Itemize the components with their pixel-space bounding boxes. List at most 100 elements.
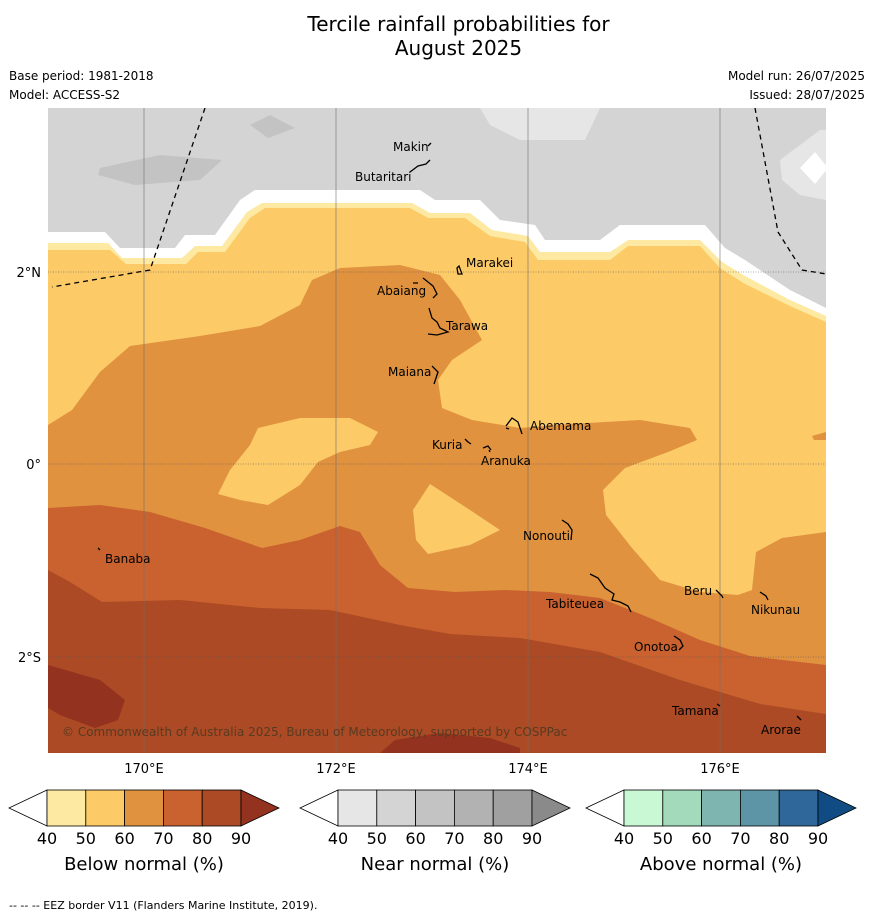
label-makin: Makin	[393, 140, 429, 154]
label-abemama: Abemama	[530, 419, 591, 433]
near-normal-colorbar-segment	[376, 789, 416, 827]
lat-label-0: 0°	[26, 458, 41, 473]
lat-label-2s: 2°S	[18, 651, 41, 666]
island-outlines	[97, 142, 802, 721]
label-tamana: Tamana	[671, 704, 719, 718]
label-butaritari: Butaritari	[355, 170, 412, 184]
island-abaiang	[413, 277, 438, 299]
model-name: Model: ACCESS-S2	[9, 88, 121, 102]
above-normal-colorbar-min-extend	[585, 789, 625, 827]
island-tamana	[716, 703, 721, 707]
below-normal-above-90	[380, 733, 520, 753]
longitude-labels: 170°E 172°E 174°E 176°E	[124, 762, 740, 777]
below-normal-above-90	[48, 665, 125, 728]
label-onotoa: Onotoa	[634, 640, 678, 654]
island-onotoa	[673, 635, 684, 651]
label-nonouti: Nonouti	[523, 529, 570, 543]
label-tabiteuea: Tabiteuea	[545, 597, 604, 611]
near-normal-colorbar-title: Near normal (%)	[361, 854, 510, 875]
issued-date: Issued: 28/07/2025	[749, 88, 865, 102]
label-kuria: Kuria	[432, 438, 463, 452]
label-arorae: Arorae	[761, 723, 801, 737]
near-normal-dark-patch	[250, 115, 295, 138]
near-normal-light-patch	[480, 108, 600, 140]
below-normal-colorbar-segment	[124, 789, 164, 827]
label-marakei: Marakei	[466, 256, 513, 270]
base-period: Base period: 1981-2018	[9, 69, 154, 83]
below-normal-70	[812, 432, 826, 440]
above-normal-colorbar-segment	[662, 789, 702, 827]
latitude-labels: 2°N 0° 2°S	[17, 266, 42, 666]
below-normal-colorbar-tick: 60	[114, 829, 134, 848]
lon-label-176e: 176°E	[700, 762, 740, 777]
near-normal-colorbar-min-extend	[299, 789, 339, 827]
label-nikunau: Nikunau	[751, 603, 800, 617]
island-arorae	[796, 715, 802, 721]
above-normal-colorbar-tick: 90	[808, 829, 828, 848]
above-normal-colorbar-tick: 80	[769, 829, 789, 848]
title-line-1: Tercile rainfall probabilities for	[307, 12, 610, 36]
island-aranuka	[482, 445, 492, 453]
below-normal-colorbar-tick: 90	[231, 829, 251, 848]
parallels	[48, 271, 826, 658]
label-abaiang: Abaiang	[377, 284, 426, 298]
below-normal-colorbar-segment	[201, 789, 242, 827]
island-beru	[715, 589, 724, 599]
place-labels: Makin Butaritari Marakei Abaiang Tarawa …	[105, 140, 801, 737]
title-line-2: August 2025	[394, 36, 523, 60]
lat-label-2n: 2°N	[17, 266, 42, 281]
near-normal-blank-patch	[800, 152, 826, 184]
near-normal-colorbar-segment	[415, 789, 455, 827]
near-normal-colorbar-tick: 70	[444, 829, 464, 848]
above-normal-colorbar-tick: 40	[614, 829, 634, 848]
near-normal-colorbar-tick: 40	[328, 829, 348, 848]
island-nonouti	[561, 519, 573, 541]
above-normal-colorbar-max-extend	[817, 789, 857, 827]
label-aranuka: Aranuka	[481, 454, 531, 468]
eez-border-west	[51, 108, 206, 288]
near-normal-colorbar-tick: 50	[367, 829, 387, 848]
meta-right: Model run: 26/07/2025 Issued: 28/07/2025	[728, 67, 865, 105]
lon-label-172e: 172°E	[316, 762, 356, 777]
eez-border-east	[754, 108, 826, 275]
near-normal-colorbar-segment	[453, 789, 494, 827]
map-plot-area: Makin Butaritari Marakei Abaiang Tarawa …	[48, 108, 826, 753]
island-tabiteuea	[589, 573, 632, 613]
near-normal-colorbar-tick: 90	[522, 829, 542, 848]
island-marakei	[456, 264, 463, 275]
colorbars: 40 50 60 70 80 90 Below normal (%) 40 50 60 70 80 90…	[8, 789, 857, 875]
meridians	[143, 108, 721, 753]
below-normal-90	[48, 570, 826, 753]
above-normal-colorbar-segment	[778, 789, 819, 827]
near-normal-colorbar-max-extend	[531, 789, 571, 827]
above-normal-colorbar-segment	[740, 789, 780, 827]
below-normal-60-patch	[218, 418, 378, 505]
eez-footnote: -- -- -- EEZ border V11 (Flanders Marine…	[9, 899, 318, 912]
island-nikunau	[759, 591, 769, 601]
above-normal-colorbar-segment	[623, 789, 664, 827]
below-normal-60-patch	[413, 484, 500, 554]
below-normal-colorbar-segment	[85, 789, 126, 827]
above-normal-colorbar-tick: 60	[691, 829, 711, 848]
below-normal-colorbar-segment	[46, 789, 87, 827]
island-makin	[427, 142, 432, 147]
above-normal-colorbar-segment	[701, 789, 741, 827]
below-normal-colorbar-tick: 70	[153, 829, 173, 848]
lon-label-170e: 170°E	[124, 762, 164, 777]
below-normal-colorbar-title: Below normal (%)	[64, 854, 224, 875]
near-normal-colorbar-tick: 60	[405, 829, 425, 848]
copyright-notice: © Commonwealth of Australia 2025, Bureau…	[62, 725, 567, 739]
label-tarawa: Tarawa	[445, 319, 488, 333]
above-normal-colorbar: 40 50 60 70 80 90 Above normal (%)	[585, 789, 857, 875]
eez-borders	[51, 108, 826, 288]
near-normal-colorbar-tick: 80	[483, 829, 503, 848]
island-banaba	[97, 547, 101, 551]
island-maiana	[431, 365, 439, 385]
below-normal-colorbar-tick: 80	[192, 829, 212, 848]
above-normal-colorbar-tick: 50	[653, 829, 673, 848]
meta-left: Base period: 1981-2018 Model: ACCESS-S2	[9, 67, 154, 105]
near-normal-colorbar-segment	[492, 789, 533, 827]
label-maiana: Maiana	[388, 365, 431, 379]
near-normal-dark-patch	[98, 155, 222, 185]
